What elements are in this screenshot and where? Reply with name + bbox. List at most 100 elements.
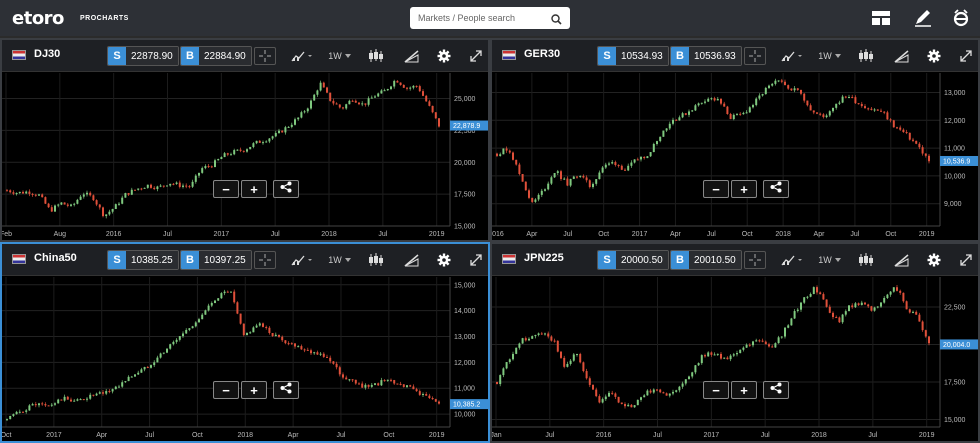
candle-body [6, 419, 8, 421]
candle-body [784, 327, 786, 337]
price-chart[interactable]: 15,000 14,000 13,000 12,000 11,000 10,000 Oct 2… [2, 277, 488, 441]
drawing-tools-icon[interactable] [890, 251, 914, 269]
expand-icon[interactable] [464, 251, 488, 269]
crosshair-icon[interactable] [254, 251, 276, 269]
timeframe-dropdown[interactable]: 1W [328, 251, 352, 269]
drawing-tools-icon[interactable] [400, 251, 424, 269]
instrument-symbol[interactable]: GER30 [524, 48, 561, 60]
timeframe-dropdown[interactable]: 1W [328, 47, 352, 65]
candle-body [819, 292, 822, 295]
candle-body [156, 357, 159, 363]
candle-body [499, 154, 502, 156]
sell-button[interactable]: S 10534.93 [597, 46, 669, 66]
sell-button[interactable]: S 20000.50 [597, 250, 669, 270]
chart-type-icon[interactable] [290, 251, 314, 269]
layout-icon[interactable] [870, 8, 892, 28]
candle-body [745, 112, 748, 114]
zoom-out-button[interactable]: − [213, 180, 239, 198]
crosshair-icon[interactable] [744, 251, 766, 269]
sell-button[interactable]: S 22878.90 [107, 46, 179, 66]
price-chart[interactable]: 13,000 12,000 11,000 10,000 9,000 2016 Apr Jul O… [492, 73, 978, 240]
drawing-tools-icon[interactable] [400, 47, 424, 65]
candle-body [704, 101, 706, 103]
sell-button[interactable]: S 10385.25 [107, 250, 179, 270]
expand-icon[interactable] [464, 47, 488, 65]
candle-body [761, 340, 764, 342]
pencil-icon[interactable] [912, 8, 934, 28]
instrument-symbol[interactable]: DJ30 [34, 48, 61, 60]
candles-icon[interactable] [364, 47, 388, 65]
zoom-out-button[interactable]: − [213, 381, 239, 399]
zoom-in-button[interactable]: + [731, 180, 757, 198]
timeframe-dropdown[interactable]: 1W [818, 251, 842, 269]
candle-body [60, 399, 63, 401]
candle-body [646, 390, 649, 396]
zoom-out-button[interactable]: − [703, 381, 729, 399]
candle-body [278, 130, 280, 133]
candle-body [332, 100, 335, 104]
candle-body [691, 372, 694, 377]
zoom-out-button[interactable]: − [703, 180, 729, 198]
etoro-logo[interactable]: etoro [12, 8, 64, 29]
zoom-in-button[interactable]: + [241, 381, 267, 399]
y-tick-label: 15,000 [944, 417, 966, 424]
x-tick-label: Jul [336, 432, 345, 439]
crosshair-icon[interactable] [744, 47, 766, 65]
candle-body [166, 185, 168, 187]
candle-body [620, 165, 623, 170]
chart-type-icon[interactable] [780, 47, 804, 65]
search-icon[interactable] [551, 12, 562, 30]
chart-panel-dj30[interactable]: DJ30 S 22878.90 B 22884.90 1W 25,000 22,500 20,0… [0, 38, 490, 242]
search-input[interactable] [410, 7, 550, 29]
search-box[interactable] [410, 7, 570, 29]
buy-button[interactable]: B 10397.25 [180, 250, 252, 270]
buy-button[interactable]: B 22884.90 [180, 46, 252, 66]
zoom-in-button[interactable]: + [731, 381, 757, 399]
settings-gear-icon[interactable] [432, 251, 456, 269]
x-tick-label: Apr [526, 231, 538, 238]
candle-body [431, 105, 434, 113]
expand-icon[interactable] [954, 47, 978, 65]
settings-gear-icon[interactable] [922, 251, 946, 269]
candles-icon[interactable] [854, 47, 878, 65]
chart-type-icon[interactable] [780, 251, 804, 269]
zoom-in-button[interactable]: + [241, 180, 267, 198]
candle-body [582, 175, 585, 178]
share-button[interactable] [763, 381, 789, 399]
candle-body [204, 166, 207, 169]
buy-button[interactable]: B 10536.93 [670, 46, 742, 66]
chart-panel-china50[interactable]: China50 S 10385.25 B 10397.25 1W 15,000 14,000 1… [0, 242, 490, 443]
price-chart[interactable]: 22,50020,00017,50015,000JanJul2016Jul201… [492, 277, 978, 441]
candle-body [774, 80, 777, 84]
candle-body [707, 352, 710, 357]
settings-gear-icon[interactable] [432, 47, 456, 65]
instrument-symbol[interactable]: China50 [34, 252, 77, 264]
candle-body [582, 362, 585, 372]
candle-body [95, 393, 98, 396]
share-button[interactable] [273, 381, 299, 399]
expand-icon[interactable] [954, 251, 978, 269]
candle-body [550, 336, 553, 341]
y-tick-label: 9,000 [944, 201, 962, 208]
candle-body [854, 303, 857, 308]
sell-price: 20000.50 [616, 251, 668, 269]
share-button[interactable] [273, 180, 299, 198]
etoro-e-icon[interactable] [950, 8, 972, 28]
chart-panel-ger30[interactable]: GER30 S 10534.93 B 10536.93 1W 13,000 12,000 11,… [490, 38, 980, 242]
timeframe-dropdown[interactable]: 1W [818, 47, 842, 65]
share-button[interactable] [763, 180, 789, 198]
candle-body [114, 204, 117, 210]
chart-type-icon[interactable] [290, 47, 314, 65]
instrument-symbol[interactable]: JPN225 [524, 252, 564, 264]
candles-icon[interactable] [854, 251, 878, 269]
candle-body [870, 108, 873, 110]
drawing-tools-icon[interactable] [890, 47, 914, 65]
settings-gear-icon[interactable] [922, 47, 946, 65]
buy-button[interactable]: B 20010.50 [670, 250, 742, 270]
x-tick-label: Jul [868, 432, 877, 439]
price-chart[interactable]: 25,000 22,500 20,000 17,500 15,000 Feb Aug 2016… [2, 73, 488, 240]
candle-body [226, 153, 229, 155]
candles-icon[interactable] [364, 251, 388, 269]
crosshair-icon[interactable] [254, 47, 276, 65]
